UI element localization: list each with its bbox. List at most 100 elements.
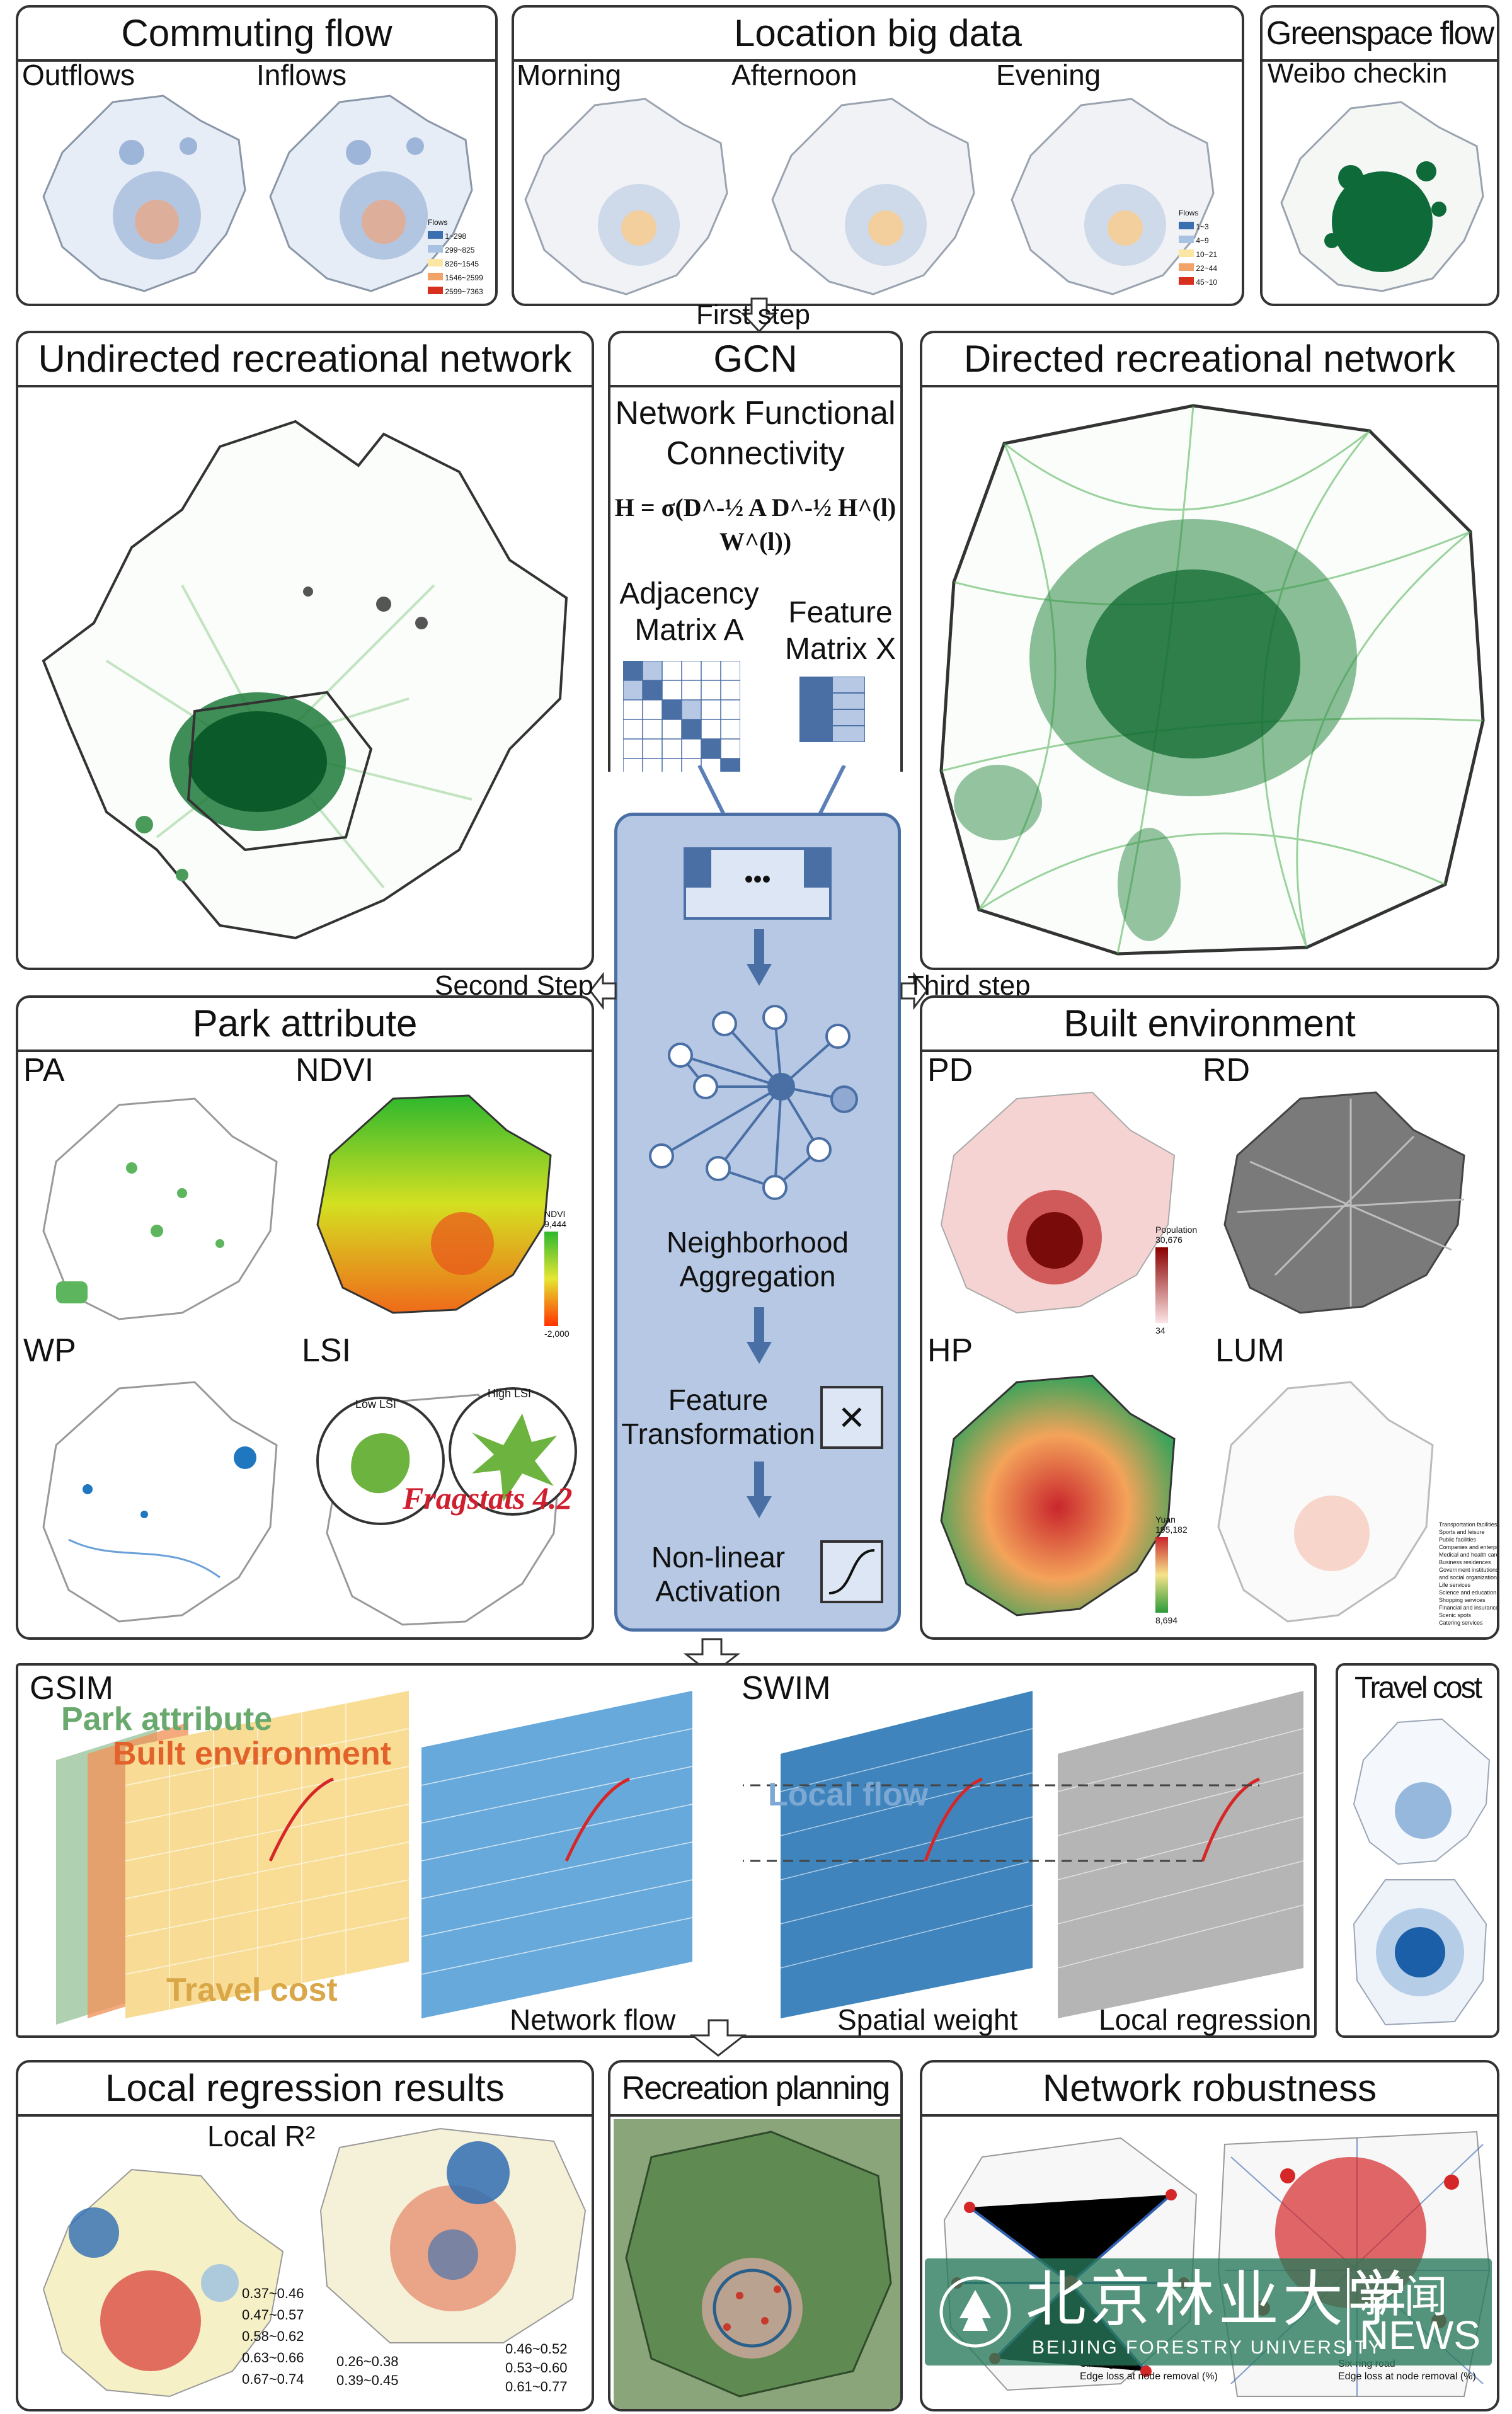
travel-cost-map-bottom — [1353, 1879, 1487, 2026]
travel-cost-layer-label: Travel cost — [166, 1972, 338, 2008]
news-en: NEWS — [1360, 2313, 1480, 2358]
swim-title: SWIM — [742, 1670, 831, 1707]
second-step-arrow — [589, 972, 617, 1010]
final-arrow — [690, 2019, 747, 2057]
r2-legend-right-item: 0.61~0.77 — [505, 2379, 568, 2394]
location-legend-item: 22~44 — [1179, 261, 1217, 275]
network-flow-label: Network flow — [510, 2003, 676, 2036]
undirected-network-panel: Undirected recreational network — [16, 331, 594, 970]
r2-legend-left-item: 0.37~0.46 — [242, 2285, 304, 2301]
pop-legend-max: 30,676 — [1155, 1235, 1183, 1245]
gcn-panel: GCN Network Functional Connectivity H = … — [608, 331, 903, 772]
pop-legend: Population 30,676 34 — [1155, 1225, 1197, 1336]
rd-map — [1223, 1091, 1465, 1314]
edge-loss-label-right: Edge loss at node removal (%) — [1338, 2371, 1476, 2382]
evening-map — [1011, 98, 1215, 295]
neighborhood-graph-icon — [649, 1005, 858, 1200]
location-legend-item: 1~3 — [1179, 220, 1217, 234]
arrow-down-icon — [747, 1307, 772, 1364]
ndvi-label: NDVI — [295, 1052, 374, 1089]
location-big-data-title: Location big data — [514, 8, 1242, 62]
yuan-legend-title: Yuan — [1155, 1514, 1176, 1524]
feature-line1: Feature — [788, 596, 893, 629]
spatial-weight-label: Spatial weight — [837, 2003, 1018, 2036]
feature-label: Feature Matrix X — [777, 595, 900, 668]
lum-legend-item: Sports and leisure — [1439, 1529, 1485, 1535]
aggregation-line2: Aggregation — [679, 1260, 836, 1293]
local-r2-label: Local R² — [207, 2120, 316, 2153]
r2-legend-right-item: 0.53~0.60 — [505, 2360, 568, 2376]
lum-legend-item: Medical and health care — [1439, 1552, 1499, 1558]
location-legend-item: 45~10 — [1179, 275, 1217, 289]
hidden-matrix-box: ••• — [684, 847, 832, 920]
gcn-title: GCN — [610, 333, 900, 387]
activation-line2: Activation — [655, 1575, 781, 1608]
swim-layers-graphic — [743, 1691, 1304, 2018]
directed-network-map — [939, 404, 1485, 956]
afternoon-map — [771, 98, 975, 295]
local-flow-label: Local flow — [768, 1776, 929, 1813]
local-r2-map-right — [319, 2127, 587, 2343]
aggregation-line1: Neighborhood — [666, 1226, 849, 1259]
ndvi-legend-min: -2,000 — [544, 1329, 570, 1339]
r2-legend-left-item: 0.58~0.62 — [242, 2328, 304, 2344]
nfc-line1: Network Functional — [615, 395, 896, 432]
built-environment-layer-label: Built environment — [113, 1736, 392, 1772]
travel-cost-map-top — [1353, 1718, 1491, 1865]
ndvi-legend-max: 9,444 — [544, 1219, 567, 1229]
undirected-network-title: Undirected recreational network — [18, 333, 592, 387]
pop-legend-title: Population — [1155, 1225, 1198, 1235]
lum-legend-item: Business residences — [1439, 1559, 1491, 1565]
adjacency-matrix-icon — [623, 661, 740, 772]
feature-line2: Matrix X — [784, 632, 896, 666]
multiply-icon: × — [820, 1386, 883, 1449]
sigmoid-icon — [820, 1540, 883, 1603]
local-r2-map-left — [42, 2168, 284, 2398]
recreation-planning-map — [614, 2119, 900, 2409]
built-environment-title: Built environment — [922, 998, 1497, 1052]
lum-legend-item: Companies and enterprises — [1439, 1544, 1499, 1550]
commuting-legend-item: 1~298 — [428, 229, 483, 243]
wp-map — [42, 1381, 278, 1623]
commuting-legend: Flows 1~298 299~825 826~1545 1546~2599 2… — [428, 215, 483, 299]
bfu-name-cn: 北京林业大学 — [1026, 2264, 1411, 2335]
recreation-planning-panel: Recreation planning — [608, 2060, 903, 2411]
r2-legend-left-item: 0.47~0.57 — [242, 2307, 304, 2323]
location-legend-item: 10~21 — [1179, 248, 1217, 261]
gsim-layers-graphic — [56, 1691, 693, 2025]
lsi-map — [316, 1387, 577, 1626]
lum-map — [1217, 1381, 1434, 1623]
nfc-line2: Connectivity — [666, 435, 845, 472]
pa-map — [42, 1097, 278, 1320]
lum-label: LUM — [1215, 1332, 1285, 1369]
local-regression-panel: Local regression results Local R² 0.37~0… — [16, 2060, 594, 2411]
directed-network-title: Directed recreational network — [922, 333, 1497, 387]
commuting-legend-item: 299~825 — [428, 243, 483, 257]
local-regression-label: Local regression — [1099, 2003, 1312, 2036]
r2-legend-left: 0.37~0.46 0.47~0.57 0.58~0.62 0.63~0.66 … — [242, 2283, 304, 2390]
inflows-map — [269, 94, 473, 292]
evening-label: Evening — [996, 59, 1101, 91]
neighborhood-aggregation-label: Neighborhood Aggregation — [617, 1225, 898, 1293]
wp-label: WP — [23, 1332, 76, 1369]
yuan-legend: Yuan 195,182 8,694 — [1155, 1514, 1188, 1625]
travel-cost-panel: Travel cost — [1336, 1663, 1499, 2038]
fragstats-logo: Fragstats 4.2 — [403, 1480, 573, 1516]
gcn-process-box: ••• Neighborhood Aggregation Feature Tra… — [614, 813, 901, 1632]
news-cn: 新闻 — [1360, 2272, 1448, 2321]
lum-legend-item: and social organizations — [1439, 1574, 1499, 1581]
gcn-formula: H = σ(D^-½ A D^-½ H^(l) W^(l)) — [614, 493, 896, 556]
ndvi-map — [316, 1094, 552, 1314]
greenspace-flow-title: Greenspace flow — [1263, 8, 1497, 62]
ndvi-legend-bar — [544, 1232, 558, 1326]
lum-legend-item: Scenic spots — [1439, 1612, 1472, 1618]
travel-cost-title: Travel cost — [1354, 1671, 1482, 1705]
park-attribute-panel: Park attribute PA NDVI WP LSI NDVI 9,444… — [16, 995, 594, 1640]
ndvi-legend-title: NDVI — [544, 1209, 566, 1219]
high-lsi-label: High LSI — [488, 1387, 532, 1400]
commuting-flow-title: Commuting flow — [18, 8, 495, 62]
location-legend-item: 4~9 — [1179, 234, 1217, 248]
r2-legend-right-item: 0.46~0.52 — [505, 2341, 568, 2357]
commuting-legend-title: Flows — [428, 218, 448, 227]
morning-map — [524, 98, 728, 295]
